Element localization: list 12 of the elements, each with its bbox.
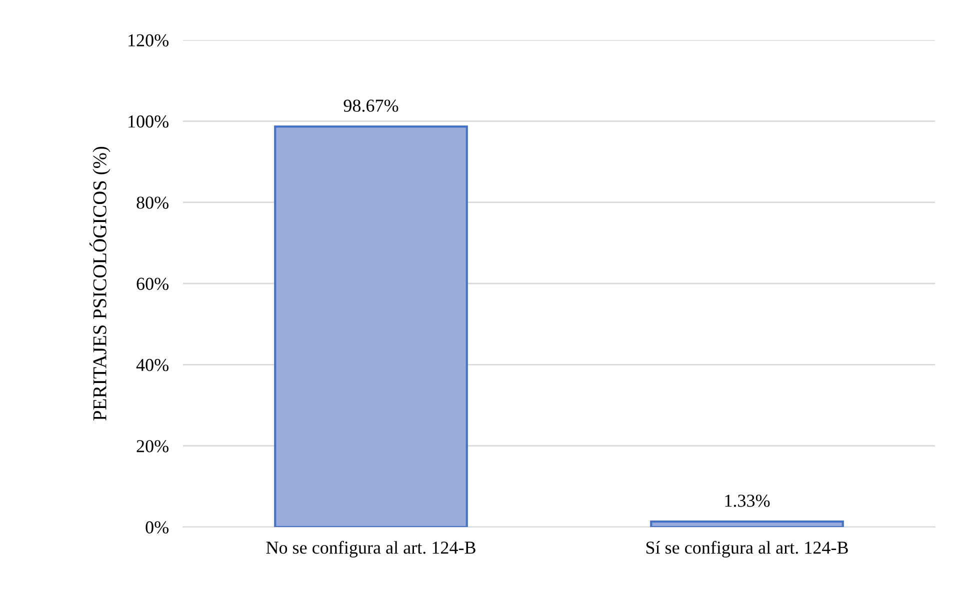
x-tick-label: No se configura al art. 124-B (266, 540, 476, 558)
y-tick-label: 40% (136, 358, 168, 372)
data-label: 1.33% (725, 494, 770, 507)
data-label: 98.67% (344, 100, 398, 112)
y-tick-label: 120% (128, 34, 168, 46)
y-tick-label: 80% (136, 196, 168, 209)
y-tick-label: 20% (136, 440, 168, 452)
x-tick-label: Sí se configura al art. 124-B (646, 540, 848, 558)
y-axis-title: PERITAJES PSICOLÓGICOS (%) (90, 146, 110, 420)
y-tick-label: 100% (128, 115, 168, 128)
y-tick-label: 0% (146, 521, 168, 534)
y-tick-label: 60% (136, 278, 168, 290)
